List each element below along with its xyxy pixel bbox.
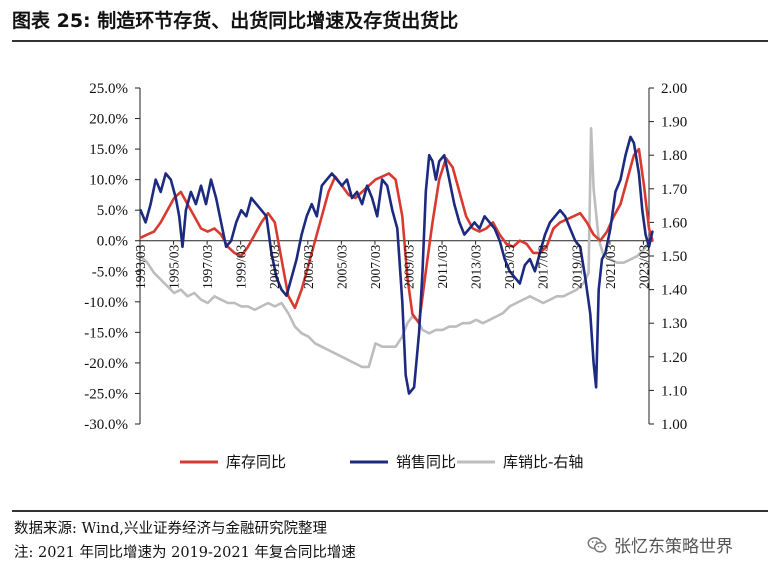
watermark: 张忆东策略世界 [586, 532, 733, 557]
y-tick-label: 15.0% [89, 142, 128, 158]
y-tick-label: -10.0% [84, 295, 128, 311]
x-tick-label: 2009/03 [401, 244, 416, 289]
x-tick-label: 2003/03 [301, 244, 316, 289]
series-line-1 [139, 135, 654, 395]
x-tick-label: 2007/03 [368, 244, 383, 289]
source-note: 数据来源: Wind,兴业证券经济与金融研究院整理 [14, 521, 328, 537]
y-tick-label: 5.0% [97, 203, 128, 219]
wechat-icon [587, 536, 607, 553]
y-tick-label: 10.0% [89, 173, 128, 189]
x-tick-label: 2011/03 [435, 244, 450, 288]
y-tick-label: -30.0% [84, 417, 128, 433]
footnote: 注: 2021 年同比增速为 2019-2021 年复合同比增速 [14, 545, 356, 561]
x-tick-label: 2001/03 [267, 244, 282, 289]
y-tick-label: 20.0% [89, 112, 128, 128]
y-right-tick-label: 1.30 [661, 316, 687, 332]
top-rule [12, 40, 768, 42]
x-tick-label: 2019/03 [569, 244, 584, 289]
x-tick-label: 2023/03 [636, 244, 651, 289]
y-tick-label: 0.0% [97, 234, 128, 250]
y-tick-label: -15.0% [84, 325, 128, 341]
x-tick-label: 1999/03 [234, 244, 249, 289]
legend-label-2: 库销比-右轴 [503, 453, 583, 471]
y-right-tick-label: 1.70 [661, 182, 687, 198]
x-tick-label: 1995/03 [167, 244, 182, 289]
y-right-tick-label: 1.10 [661, 383, 687, 399]
x-tick-label: 2013/03 [469, 244, 484, 289]
y-right-tick-label: 1.00 [661, 417, 687, 433]
series-line-0 [139, 147, 654, 325]
y-right-tick-label: 1.60 [661, 215, 687, 231]
x-tick-label: 2015/03 [502, 244, 517, 289]
y-right-tick-label: 1.40 [661, 283, 687, 299]
chart-lines [139, 127, 654, 395]
watermark-text: 张忆东策略世界 [614, 537, 733, 557]
x-tick-label: 1993/03 [133, 244, 148, 289]
x-tick-label: 2021/03 [603, 244, 618, 289]
chart-legend: 库存同比 销售同比 库销比-右轴 [180, 453, 583, 471]
y-right-tick-label: 1.50 [661, 249, 687, 265]
chart: 25.0% 20.0% 15.0% 10.0% 5.0% 0.0% -5.0% -10.0% -… [84, 81, 687, 471]
series-line-2 [139, 127, 654, 369]
x-tick-label: 2017/03 [536, 244, 551, 289]
x-tick-label: 2005/03 [334, 244, 349, 289]
y-right-tick-label: 1.90 [661, 115, 687, 131]
legend-label-1: 销售同比 [396, 453, 456, 471]
chart-ticks: 25.0% 20.0% 15.0% 10.0% 5.0% 0.0% -5.0% -10.0% -… [84, 81, 687, 433]
bottom-rule [12, 510, 768, 512]
y-tick-label: -25.0% [84, 386, 128, 402]
chart-title: 图表 25: 制造环节存货、出货同比增速及存货出货比 [12, 10, 459, 32]
x-tick-label: 1997/03 [200, 244, 215, 289]
y-right-tick-label: 1.20 [661, 350, 687, 366]
y-right-tick-label: 2.00 [661, 81, 687, 97]
legend-label-0: 库存同比 [226, 453, 286, 471]
y-right-tick-label: 1.80 [661, 148, 687, 164]
y-tick-label: -5.0% [92, 264, 128, 280]
y-tick-label: -20.0% [84, 356, 128, 372]
y-tick-label: 25.0% [89, 81, 128, 97]
